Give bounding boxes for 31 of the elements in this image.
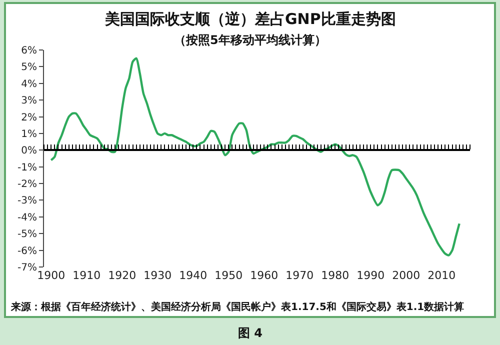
- x-tick-label: 1930: [144, 269, 172, 282]
- y-tick-label: 0%: [21, 146, 37, 157]
- line-series: [50, 57, 460, 256]
- source-note: 来源：根据《百年经济统计》、美国经济分析局《国民帐户》表1.17.5和《国际交易》表1.1数据计算: [10, 301, 464, 313]
- x-tick-label: 2000: [392, 269, 420, 282]
- x-tick-label: 1900: [37, 269, 66, 282]
- x-tick-label: 1950: [214, 269, 243, 282]
- y-tick-label: -6%: [18, 246, 37, 257]
- y-tick-label: -4%: [18, 212, 37, 224]
- y-tick-label: 3%: [21, 96, 37, 107]
- y-tick-label: -2%: [18, 179, 37, 190]
- y-tick-label: 1%: [21, 128, 37, 140]
- x-tick-label: 1980: [321, 269, 350, 282]
- x-tick-label: 1940: [179, 269, 208, 282]
- y-tick-label: 5%: [21, 62, 37, 74]
- x-tick-label: 1960: [250, 269, 278, 282]
- chart-subtitle: （按照5年移动平均线计算）: [174, 33, 326, 47]
- chart-title: 美国国际收支顺（逆）差占GNP比重走势图: [104, 10, 396, 28]
- y-tick-label: -7%: [18, 262, 37, 274]
- y-tick-label: -1%: [18, 162, 37, 174]
- x-tick-label: 1990: [356, 269, 385, 282]
- y-tick-label: -5%: [18, 229, 37, 240]
- x-tick-label: 1920: [108, 269, 136, 282]
- y-tick-label: 6%: [21, 46, 37, 56]
- y-tick-label: -3%: [18, 196, 37, 207]
- y-tick-label: 4%: [21, 78, 37, 90]
- x-tick-label: 1970: [286, 269, 314, 282]
- y-tick-label: 2%: [21, 112, 37, 124]
- caption: 图 4: [238, 326, 263, 340]
- x-tick-label: 2010: [428, 269, 456, 282]
- x-tick-label: 1910: [72, 269, 101, 282]
